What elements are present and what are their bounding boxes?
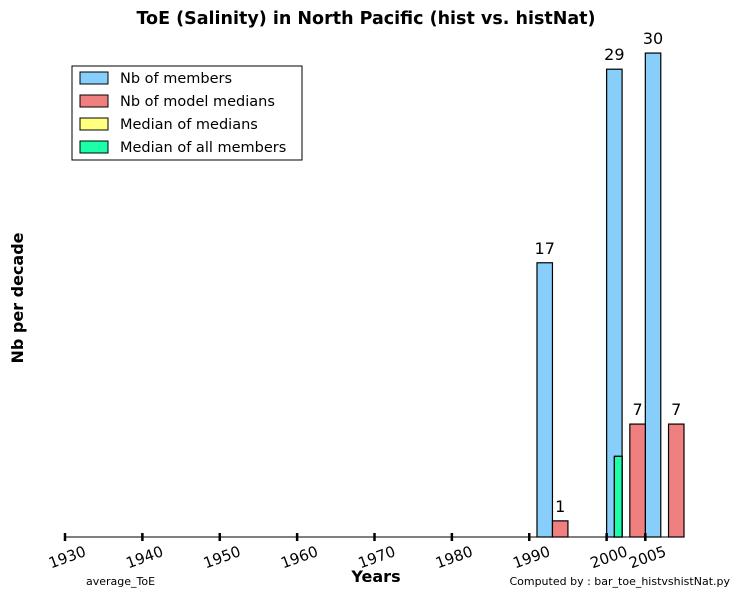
legend-swatch	[79, 94, 109, 108]
bar-value-label: 29	[604, 45, 624, 64]
chart-title: ToE (Salinity) in North Pacific (hist vs…	[136, 9, 595, 29]
x-axis-label: Years	[350, 567, 400, 586]
x-tick-label: 1940	[124, 542, 166, 572]
legend-label: Nb of members	[120, 71, 232, 87]
legend-swatch	[79, 140, 109, 154]
bar-value-label: 30	[643, 29, 663, 48]
x-tick-label: 1990	[511, 542, 553, 572]
legend-label: Median of all members	[120, 140, 286, 156]
footer-right: Computed by : bar_toe_histvshistNat.py	[509, 575, 730, 588]
legend-swatch	[79, 117, 109, 131]
x-tick-label: 1980	[433, 542, 475, 572]
bar-2-3	[667, 423, 685, 538]
footer-left: average_ToE	[86, 575, 155, 588]
bar-value-label: 7	[632, 400, 642, 419]
legend-frame	[71, 65, 303, 161]
y-axis-label: Nb per decade	[8, 232, 27, 363]
bar-value-label: 17	[535, 239, 555, 258]
x-tick-label: 1950	[201, 542, 243, 572]
bar-2-1	[551, 520, 569, 538]
x-tick-label: 2000	[588, 542, 630, 572]
bar-1-1	[536, 262, 554, 538]
bar-1-3	[644, 52, 662, 538]
legend-swatch	[79, 71, 109, 85]
x-tick-label: 1960	[278, 542, 320, 572]
x-tick-label: 2005	[627, 542, 669, 572]
legend-label: Nb of model medians	[120, 94, 275, 110]
bar-4-1	[613, 455, 623, 538]
legend-label: Median of medians	[120, 117, 258, 133]
bar-2-2	[629, 423, 646, 538]
bar-value-label: 7	[671, 400, 681, 419]
legend: Nb of members Nb of model medians Median o…	[71, 65, 303, 161]
x-tick-label: 1930	[46, 542, 88, 572]
bar-value-label: 1	[555, 497, 565, 516]
